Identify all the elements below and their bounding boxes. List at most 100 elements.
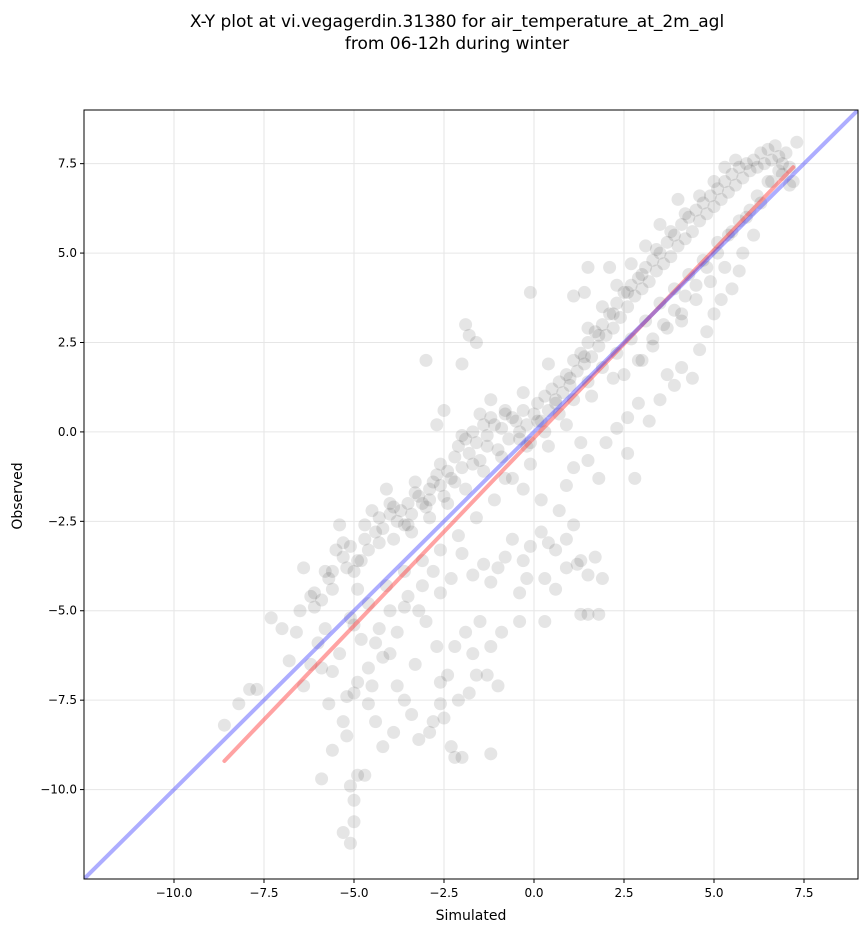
scatter-point bbox=[484, 575, 498, 589]
scatter-point bbox=[365, 504, 379, 518]
scatter-point bbox=[610, 296, 624, 310]
scatter-point bbox=[657, 257, 671, 271]
scatter-point bbox=[397, 564, 411, 578]
scatter-point bbox=[714, 192, 728, 206]
scatter-point bbox=[462, 328, 476, 342]
y-tick-label: −10.0 bbox=[40, 783, 77, 797]
scatter-point bbox=[725, 167, 739, 181]
scatter-point bbox=[343, 779, 357, 793]
scatter-point bbox=[437, 403, 451, 417]
scatter-point bbox=[444, 572, 458, 586]
scatter-point bbox=[336, 536, 350, 550]
scatter-point bbox=[750, 160, 764, 174]
scatter-point bbox=[433, 543, 447, 557]
scatter-point bbox=[415, 554, 429, 568]
grid-lines bbox=[84, 110, 858, 879]
scatter-point bbox=[451, 529, 465, 543]
scatter-point bbox=[358, 532, 372, 546]
scatter-point bbox=[534, 525, 548, 539]
scatter-point bbox=[480, 668, 494, 682]
scatter-point bbox=[538, 389, 552, 403]
scatter-point bbox=[685, 371, 699, 385]
scatter-point bbox=[358, 768, 372, 782]
scatter-point bbox=[455, 461, 469, 475]
scatter-point bbox=[642, 414, 656, 428]
scatter-point bbox=[336, 550, 350, 564]
scatter-point bbox=[592, 339, 606, 353]
scatter-point bbox=[451, 439, 465, 453]
scatter-point bbox=[491, 561, 505, 575]
scatter-point bbox=[405, 507, 419, 521]
scatter-point bbox=[523, 285, 537, 299]
scatter-point bbox=[541, 439, 555, 453]
scatter-point bbox=[379, 579, 393, 593]
scatter-point bbox=[577, 357, 591, 371]
scatter-point bbox=[700, 325, 714, 339]
scatter-point bbox=[498, 550, 512, 564]
scatter-point bbox=[567, 289, 581, 303]
scatter-point bbox=[610, 278, 624, 292]
scatter-point bbox=[721, 228, 735, 242]
scatter-point bbox=[621, 446, 635, 460]
scatter-point bbox=[397, 693, 411, 707]
scatter-point bbox=[567, 353, 581, 367]
scatter-point bbox=[354, 554, 368, 568]
scatter-point bbox=[361, 661, 375, 675]
scatter-point bbox=[513, 432, 527, 446]
scatter-point bbox=[628, 289, 642, 303]
scatter-point bbox=[653, 246, 667, 260]
scatter-point bbox=[523, 539, 537, 553]
scatter-point bbox=[790, 135, 804, 149]
scatter-point bbox=[689, 278, 703, 292]
scatter-point bbox=[459, 482, 473, 496]
scatter-point bbox=[372, 511, 386, 525]
scatter-point bbox=[433, 586, 447, 600]
scatter-point bbox=[631, 396, 645, 410]
scatter-point bbox=[412, 489, 426, 503]
scatter-point bbox=[484, 747, 498, 761]
scatter-point bbox=[423, 482, 437, 496]
scatter-point bbox=[729, 178, 743, 192]
scatter-point bbox=[444, 471, 458, 485]
scatter-point bbox=[351, 554, 365, 568]
x-tick-label: 2.5 bbox=[614, 886, 633, 900]
scatter-point bbox=[563, 371, 577, 385]
scatter-point bbox=[775, 167, 789, 181]
scatter-point bbox=[538, 614, 552, 628]
scatter-point bbox=[559, 561, 573, 575]
scatter-point bbox=[520, 439, 534, 453]
scatter-point bbox=[732, 264, 746, 278]
scatter-point bbox=[415, 496, 429, 510]
scatter-point bbox=[761, 142, 775, 156]
scatter-point bbox=[664, 250, 678, 264]
scatter-point bbox=[667, 378, 681, 392]
scatter-point bbox=[671, 239, 685, 253]
scatter-point bbox=[585, 350, 599, 364]
fit-regression-line bbox=[222, 165, 796, 763]
scatter-point bbox=[707, 307, 721, 321]
scatter-point bbox=[509, 414, 523, 428]
scatter-point bbox=[747, 153, 761, 167]
scatter-point bbox=[635, 282, 649, 296]
scatter-point bbox=[754, 146, 768, 160]
scatter-point bbox=[595, 361, 609, 375]
scatter-point bbox=[541, 403, 555, 417]
scatter-point bbox=[466, 425, 480, 439]
scatter-point bbox=[401, 496, 415, 510]
scatter-point bbox=[387, 725, 401, 739]
scatter-point bbox=[495, 421, 509, 435]
scatter-point bbox=[351, 768, 365, 782]
scatter-point bbox=[581, 335, 595, 349]
scatter-point bbox=[678, 207, 692, 221]
scatter-point bbox=[675, 217, 689, 231]
scatter-point bbox=[426, 475, 440, 489]
scatter-point bbox=[747, 228, 761, 242]
y-tick-label: 5.0 bbox=[58, 246, 77, 260]
scatter-point bbox=[304, 657, 318, 671]
y-tick-label: −2.5 bbox=[48, 514, 77, 528]
scatter-point bbox=[322, 697, 336, 711]
scatter-point bbox=[718, 260, 732, 274]
scatter-point bbox=[343, 836, 357, 850]
scatter-point bbox=[325, 564, 339, 578]
scatter-point bbox=[318, 564, 332, 578]
